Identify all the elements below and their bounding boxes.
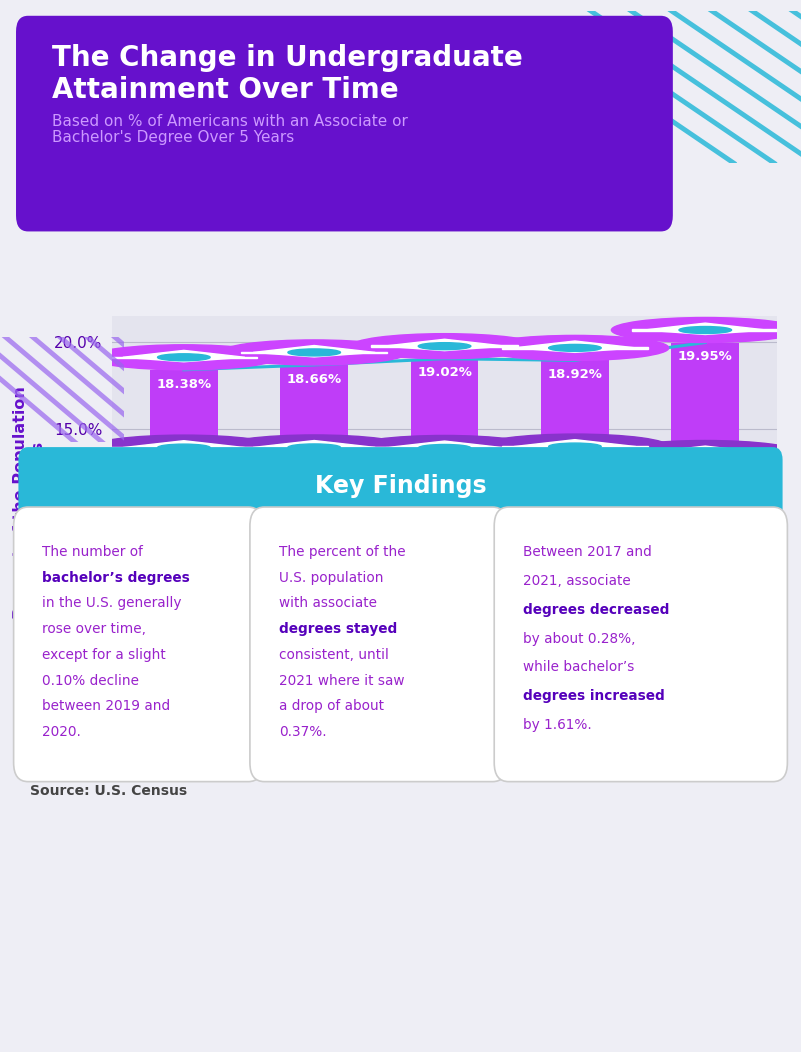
Polygon shape xyxy=(514,341,636,352)
Text: while bachelor’s: while bachelor’s xyxy=(523,661,634,674)
Text: 0.10% decline: 0.10% decline xyxy=(42,673,139,688)
Polygon shape xyxy=(253,345,375,357)
Text: rose over time,: rose over time, xyxy=(42,622,147,636)
Text: 2021 where it saw: 2021 where it saw xyxy=(279,673,405,688)
Text: The number of: The number of xyxy=(42,545,143,559)
Circle shape xyxy=(158,353,210,361)
Text: degrees increased: degrees increased xyxy=(523,689,665,704)
Text: by 1.61%.: by 1.61%. xyxy=(523,719,592,732)
Text: 19.02%: 19.02% xyxy=(417,366,472,380)
Bar xyxy=(632,329,779,330)
Bar xyxy=(541,361,609,689)
Bar xyxy=(150,370,218,689)
Circle shape xyxy=(351,436,538,461)
Bar xyxy=(111,447,257,448)
Circle shape xyxy=(288,444,340,451)
Polygon shape xyxy=(123,350,245,362)
Text: 18.92%: 18.92% xyxy=(547,368,602,381)
Polygon shape xyxy=(644,446,767,458)
Text: 13.18%: 13.18% xyxy=(156,468,211,481)
Bar xyxy=(632,452,779,453)
Text: Bachelor's Degree Over 5 Years: Bachelor's Degree Over 5 Years xyxy=(52,130,294,145)
Circle shape xyxy=(288,349,340,356)
Text: 13.16%: 13.16% xyxy=(417,468,472,481)
Bar xyxy=(501,446,648,447)
Text: 12.87%: 12.87% xyxy=(678,473,733,486)
Text: Key Findings: Key Findings xyxy=(315,474,486,498)
Text: by about 0.28%,: by about 0.28%, xyxy=(523,631,635,646)
Text: degrees stayed: degrees stayed xyxy=(279,622,397,636)
Polygon shape xyxy=(514,440,636,451)
Bar xyxy=(501,347,648,348)
Text: 2021, associate: 2021, associate xyxy=(523,573,631,588)
Circle shape xyxy=(679,326,731,333)
Y-axis label: Percent of the Population
with Degrees: Percent of the Population with Degrees xyxy=(14,386,46,619)
Text: a drop of about: a drop of about xyxy=(279,700,384,713)
Text: 18.38%: 18.38% xyxy=(156,378,211,390)
Text: degrees decreased: degrees decreased xyxy=(523,603,670,616)
Text: 13.19%: 13.19% xyxy=(287,468,342,481)
Bar xyxy=(241,351,388,353)
Polygon shape xyxy=(123,441,245,452)
Text: consistent, until: consistent, until xyxy=(279,648,388,662)
Text: Based on % of Americans with an Associate or: Based on % of Americans with an Associat… xyxy=(52,114,408,128)
Circle shape xyxy=(351,333,538,359)
Bar xyxy=(671,343,739,481)
Circle shape xyxy=(549,443,602,450)
Circle shape xyxy=(481,336,669,361)
Circle shape xyxy=(158,444,210,451)
Circle shape xyxy=(611,441,799,465)
Text: except for a slight: except for a slight xyxy=(42,648,166,662)
Text: in the U.S. generally: in the U.S. generally xyxy=(42,596,182,610)
Polygon shape xyxy=(384,339,505,350)
Circle shape xyxy=(418,343,471,349)
Circle shape xyxy=(220,340,408,365)
Circle shape xyxy=(418,444,471,451)
Bar xyxy=(411,359,478,491)
Text: U.S. population: U.S. population xyxy=(279,570,383,585)
Circle shape xyxy=(481,434,669,459)
Text: with associate: with associate xyxy=(279,596,376,610)
Bar xyxy=(111,357,257,358)
Bar xyxy=(541,361,609,492)
Bar xyxy=(671,343,739,689)
Polygon shape xyxy=(384,441,505,452)
Text: Between 2017 and: Between 2017 and xyxy=(523,545,652,559)
Bar xyxy=(372,447,517,449)
Circle shape xyxy=(611,318,799,343)
Polygon shape xyxy=(644,323,767,335)
Bar xyxy=(150,370,218,498)
Text: Source: U.S. Census: Source: U.S. Census xyxy=(30,784,187,797)
Circle shape xyxy=(549,344,602,351)
Text: Attainment Over Time: Attainment Over Time xyxy=(52,76,399,104)
Bar xyxy=(411,359,478,689)
Text: 2020.: 2020. xyxy=(42,725,82,740)
Text: 18.66%: 18.66% xyxy=(287,372,342,386)
Bar xyxy=(280,365,348,689)
Bar xyxy=(280,365,348,494)
Circle shape xyxy=(220,434,408,460)
Bar xyxy=(241,447,388,448)
Text: 0.37%.: 0.37%. xyxy=(279,725,326,740)
Circle shape xyxy=(90,436,278,460)
Text: The percent of the: The percent of the xyxy=(279,545,405,559)
Text: The Change in Undergraduate: The Change in Undergraduate xyxy=(52,44,523,73)
Text: between 2019 and: between 2019 and xyxy=(42,700,171,713)
Circle shape xyxy=(90,345,278,370)
Text: 13.24%: 13.24% xyxy=(547,467,602,480)
Text: 19.95%: 19.95% xyxy=(678,350,733,363)
Bar xyxy=(372,345,517,347)
Polygon shape xyxy=(253,441,375,452)
Text: bachelor’s degrees: bachelor’s degrees xyxy=(42,570,190,585)
Circle shape xyxy=(679,449,731,457)
